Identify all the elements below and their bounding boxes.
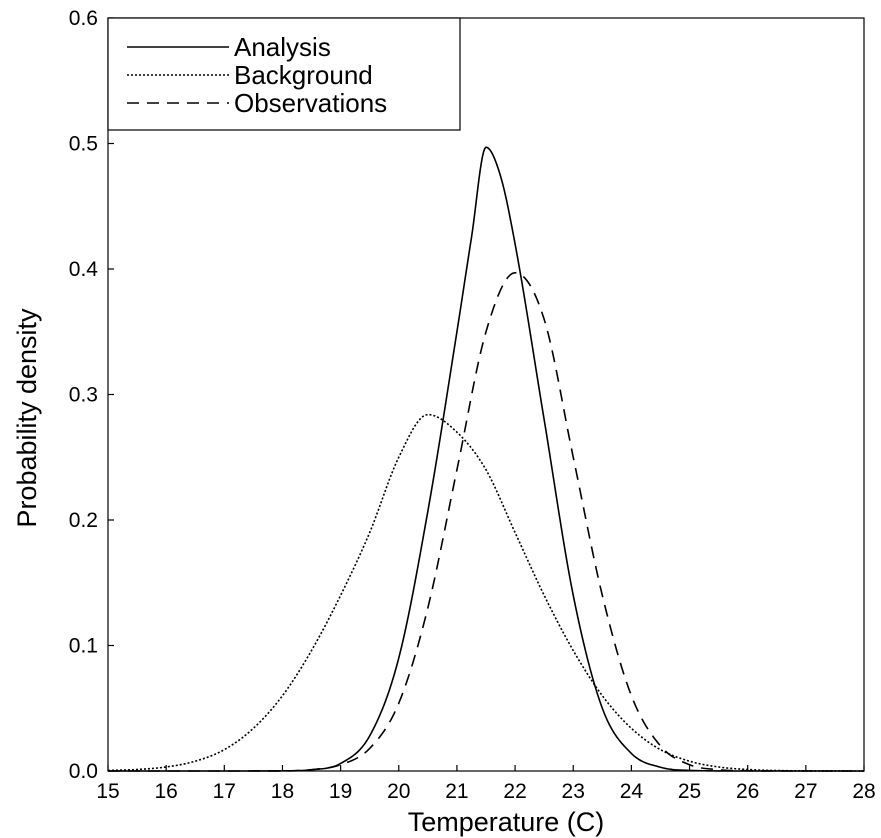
legend-label-observations: Observations	[234, 88, 387, 118]
y-tick-label: 0.1	[69, 635, 98, 658]
y-tick-label: 0.3	[69, 384, 98, 407]
x-tick-label: 20	[387, 780, 410, 803]
y-axis: 0.0 0.1 0.2 0.3 0.4 0.5 0.6	[69, 7, 114, 783]
legend: Analysis Background Observations	[107, 17, 461, 131]
y-tick-label: 0.6	[69, 7, 98, 30]
y-tick-label: 0.0	[69, 760, 98, 783]
x-tick-label: 24	[620, 780, 644, 803]
x-tick-label: 26	[736, 780, 759, 803]
x-tick-label: 28	[852, 780, 875, 803]
x-tick-label: 27	[794, 780, 817, 803]
y-tick-label: 0.2	[69, 509, 98, 532]
x-axis-title: Temperature (C)	[408, 807, 605, 837]
y-tick-label: 0.5	[69, 133, 98, 156]
x-tick-label: 16	[154, 780, 177, 803]
legend-box	[107, 17, 461, 131]
x-tick-label: 25	[678, 780, 701, 803]
series-line-observations	[108, 271, 864, 772]
y-tick-label: 0.4	[69, 258, 99, 281]
x-tick-label: 19	[329, 780, 352, 803]
series-line-analysis	[108, 146, 864, 772]
legend-label-background: Background	[234, 60, 373, 90]
x-tick-label: 15	[96, 780, 119, 803]
x-axis: 15 16 17 18 19 20 21 22 23 24 25 26 27 28	[96, 765, 876, 803]
x-tick-label: 21	[445, 780, 468, 803]
legend-label-analysis: Analysis	[234, 32, 331, 62]
y-axis-title: Probability density	[12, 308, 42, 528]
x-tick-label: 17	[213, 780, 236, 803]
x-tick-label: 23	[562, 780, 585, 803]
plot-frame	[107, 17, 865, 772]
plot-frame-group	[107, 17, 865, 772]
x-tick-label: 18	[271, 780, 294, 803]
series-line-background	[107, 413, 864, 772]
series-layer	[107, 146, 864, 772]
x-tick-label: 22	[503, 780, 526, 803]
